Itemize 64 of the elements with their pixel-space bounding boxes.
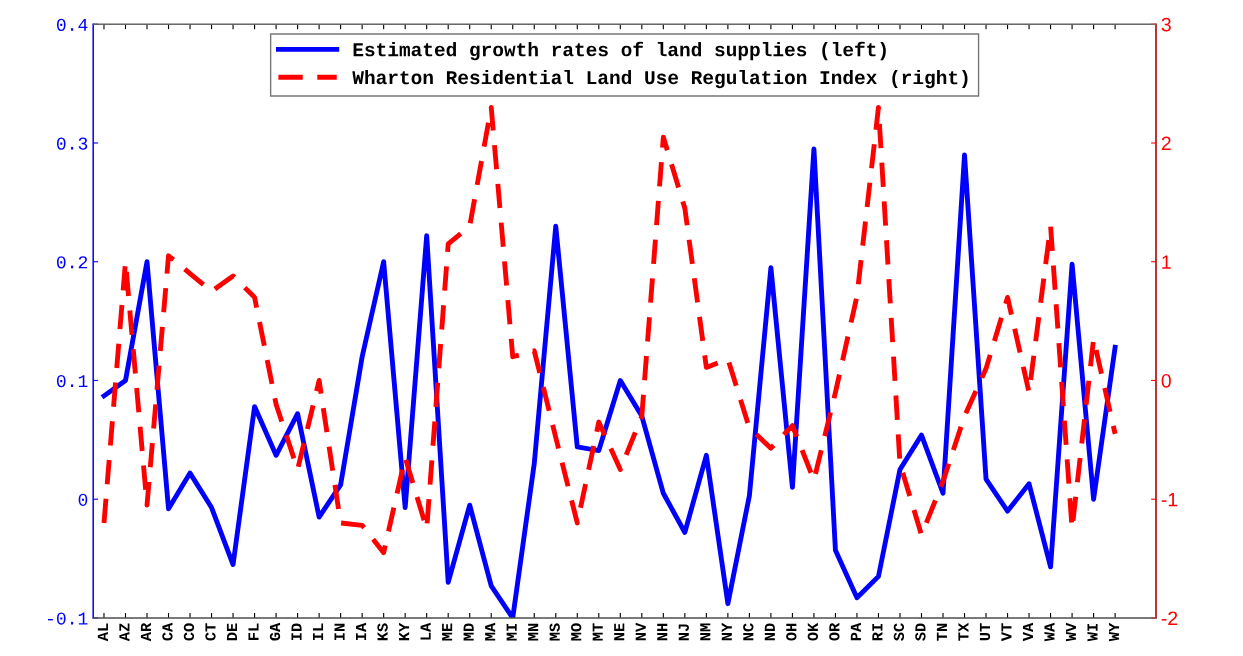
x-tick-label: TX [958,622,969,641]
line-series [101,146,1118,618]
x-tick-label: WA [1044,622,1055,642]
x-tick-label: OK [807,622,819,641]
x-tick-label: OR [829,622,840,641]
x-tick-label: OH [786,623,797,641]
x-tick-label: MT [592,623,603,641]
x-tick-label: NE [614,623,625,641]
y-tick-label: 0.1 [56,374,88,388]
x-tick-label: NH [657,623,668,641]
x-tick-label: SC [893,623,905,641]
x-tick-label: PA [850,622,861,641]
x-tick-label: WY [1109,622,1120,642]
x-tick-label: NV [635,622,646,641]
y2-tick-label: 2 [1161,136,1171,151]
x-tick-label: ID [291,623,302,640]
line-series [101,104,1118,556]
x-tick-label: FL [248,623,259,640]
y-tick-label: 0.2 [56,256,88,269]
x-tick-label: TN [936,623,947,641]
x-tick-label: VT [1001,623,1012,642]
y2-tick-label: 1 [1162,255,1171,269]
x-tick-label: SD [915,623,926,641]
x-tick-label: IN [334,623,345,640]
x-tick-label: UT [979,623,991,641]
legend-label: Estimated growth rates of land supplies (left) [353,41,886,61]
x-tick-label: MN [528,623,539,641]
x-tick-label: MA [485,622,496,641]
x-tick-label: NJ [678,624,689,641]
x-tick-label: CT [205,623,216,641]
x-tick-label: WV [1065,622,1077,642]
x-tick-label: NM [700,623,711,641]
x-tick-label: DE [226,623,238,641]
x-tick-label: GA [269,622,281,641]
x-tick-label: AL [97,623,108,642]
x-tick-label: AZ [119,623,130,642]
x-tick-label: NY [721,622,732,641]
x-tick-label: NC [743,623,754,641]
x-tick-label: RI [872,623,883,641]
x-tick-label: VA [1022,622,1034,642]
x-tick-label: WI [1087,623,1098,642]
x-tick-label: ME [442,623,453,641]
x-tick-label: KS [377,623,388,641]
y-tick-label: 0.4 [56,18,88,31]
x-tick-label: LA [420,622,431,640]
y-tick-label: 0.3 [56,137,88,150]
y2-tick-label: 0 [1161,373,1171,388]
y2-tick-label: -2 [1161,611,1178,625]
x-tick-label: KY [399,622,410,641]
x-tick-label: IA [356,622,367,640]
y-tick-label: -0.1 [47,612,88,625]
x-tick-label: ND [764,623,775,641]
x-tick-label: MS [549,623,560,641]
x-tick-label: IL [313,623,324,640]
y2-tick-label: 3 [1161,17,1171,32]
x-tick-label: CA [162,622,173,641]
x-tick-label: MO [571,623,582,641]
legend-label: Wharton Residential Land Use Regulation Index (right) [352,69,968,89]
y2-tick-label: -1 [1161,492,1178,507]
x-tick-label: AR [140,622,151,642]
x-tick-label: CO [183,623,195,641]
y-tick-label: 0 [78,493,88,506]
x-tick-label: MI [506,623,517,641]
x-tick-label: MD [463,623,474,641]
